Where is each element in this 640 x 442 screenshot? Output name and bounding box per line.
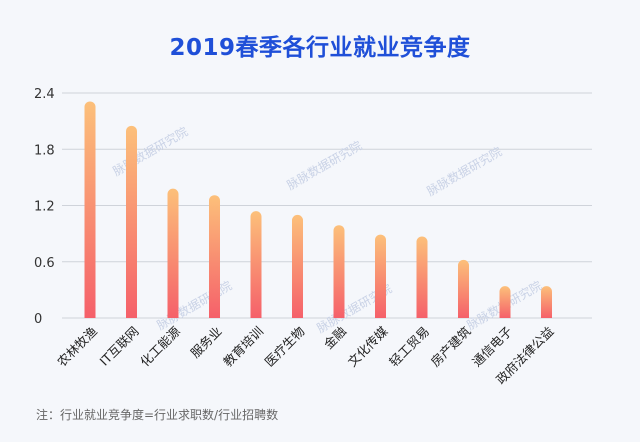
y-axis-ticks: 0 0.6 1.2 1.8 2.4	[34, 87, 55, 327]
x-category-label: 农林牧渔	[54, 324, 100, 370]
x-category-label: 教育培训	[220, 324, 266, 370]
bar-5	[250, 211, 262, 318]
bar-2	[126, 125, 137, 318]
bar-12	[541, 286, 552, 318]
x-category-label: 医疗生物	[262, 324, 308, 370]
y-tick-label: 1.2	[34, 200, 55, 215]
x-category-label: IT互联网	[96, 324, 141, 369]
chart-title: 2019春季各行业就业竞争度	[169, 35, 471, 61]
y-tick-label: 0.6	[34, 256, 55, 271]
bar-11	[499, 286, 511, 318]
x-category-label: 服务业	[187, 324, 224, 361]
bar-9	[416, 236, 428, 318]
watermark-text: 脉脉数据研究院	[424, 144, 504, 199]
x-category-label: 房产建筑	[428, 323, 474, 369]
bar-8	[375, 234, 386, 318]
bar-10	[458, 259, 469, 318]
y-tick-label: 2.4	[34, 87, 55, 102]
bar-1	[84, 101, 96, 318]
bar-3	[167, 188, 179, 318]
x-category-label: 文化传媒	[345, 323, 391, 369]
bars	[84, 101, 552, 318]
bar-7	[333, 225, 345, 318]
watermark-text: 脉脉数据研究院	[110, 124, 190, 179]
grid-lines	[62, 92, 592, 319]
watermark-text: 脉脉数据研究院	[284, 138, 364, 193]
y-tick-label: 0	[34, 312, 42, 327]
y-tick-label: 1.8	[34, 143, 55, 158]
bar-6	[292, 214, 303, 318]
bar-4	[209, 195, 220, 318]
x-category-label: 轻工贸易	[386, 324, 432, 370]
footnote: 注：行业就业竞争度=行业求职数/行业招聘数	[36, 408, 279, 422]
watermark-text: 脉脉数据研究院	[154, 278, 234, 333]
